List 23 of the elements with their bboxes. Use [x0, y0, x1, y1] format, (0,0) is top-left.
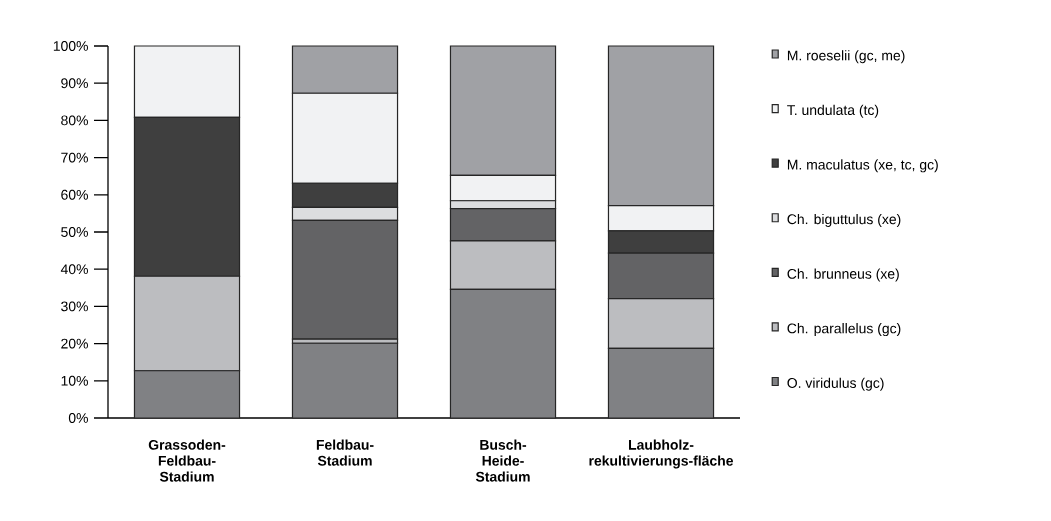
- y-tick-label: 90%: [61, 78, 88, 89]
- legend-label: M. roeselii (gc, me): [787, 50, 905, 64]
- y-tick-label: 70%: [61, 152, 88, 163]
- y-tick-label: 10%: [61, 375, 88, 386]
- x-tick-label: Grassoden-Feldbau-Stadium: [148, 439, 226, 482]
- legend-label: M. maculatus (xe, tc, gc): [787, 159, 938, 173]
- x-tick-label: Feldbau-Stadium: [316, 439, 374, 466]
- y-tick-label: 60%: [61, 189, 88, 200]
- y-tick-label: 40%: [60, 264, 88, 275]
- y-tick-label: 80%: [61, 115, 88, 126]
- legend-label: Ch. parallelus (gc): [787, 323, 901, 337]
- legend-label: Ch. biguttulus (xe): [787, 213, 901, 227]
- x-tick-label: Laubholz-rekultivierungs-fläche: [589, 439, 733, 469]
- legend-label: T. undulata (tc): [787, 104, 879, 118]
- legend-label: Ch. brunneus (xe): [787, 268, 899, 282]
- y-tick-label: 30%: [61, 301, 88, 312]
- y-tick-label: 20%: [61, 338, 88, 349]
- y-tick-label: 0%: [68, 413, 88, 423]
- legend-label: O. viridulus (gc): [787, 377, 884, 391]
- bar: [291, 342, 399, 419]
- y-tick-label: 100%: [53, 41, 88, 51]
- y-tick-label: 50%: [61, 227, 88, 237]
- x-tick-label: Busch-Heide-Stadium: [475, 439, 530, 482]
